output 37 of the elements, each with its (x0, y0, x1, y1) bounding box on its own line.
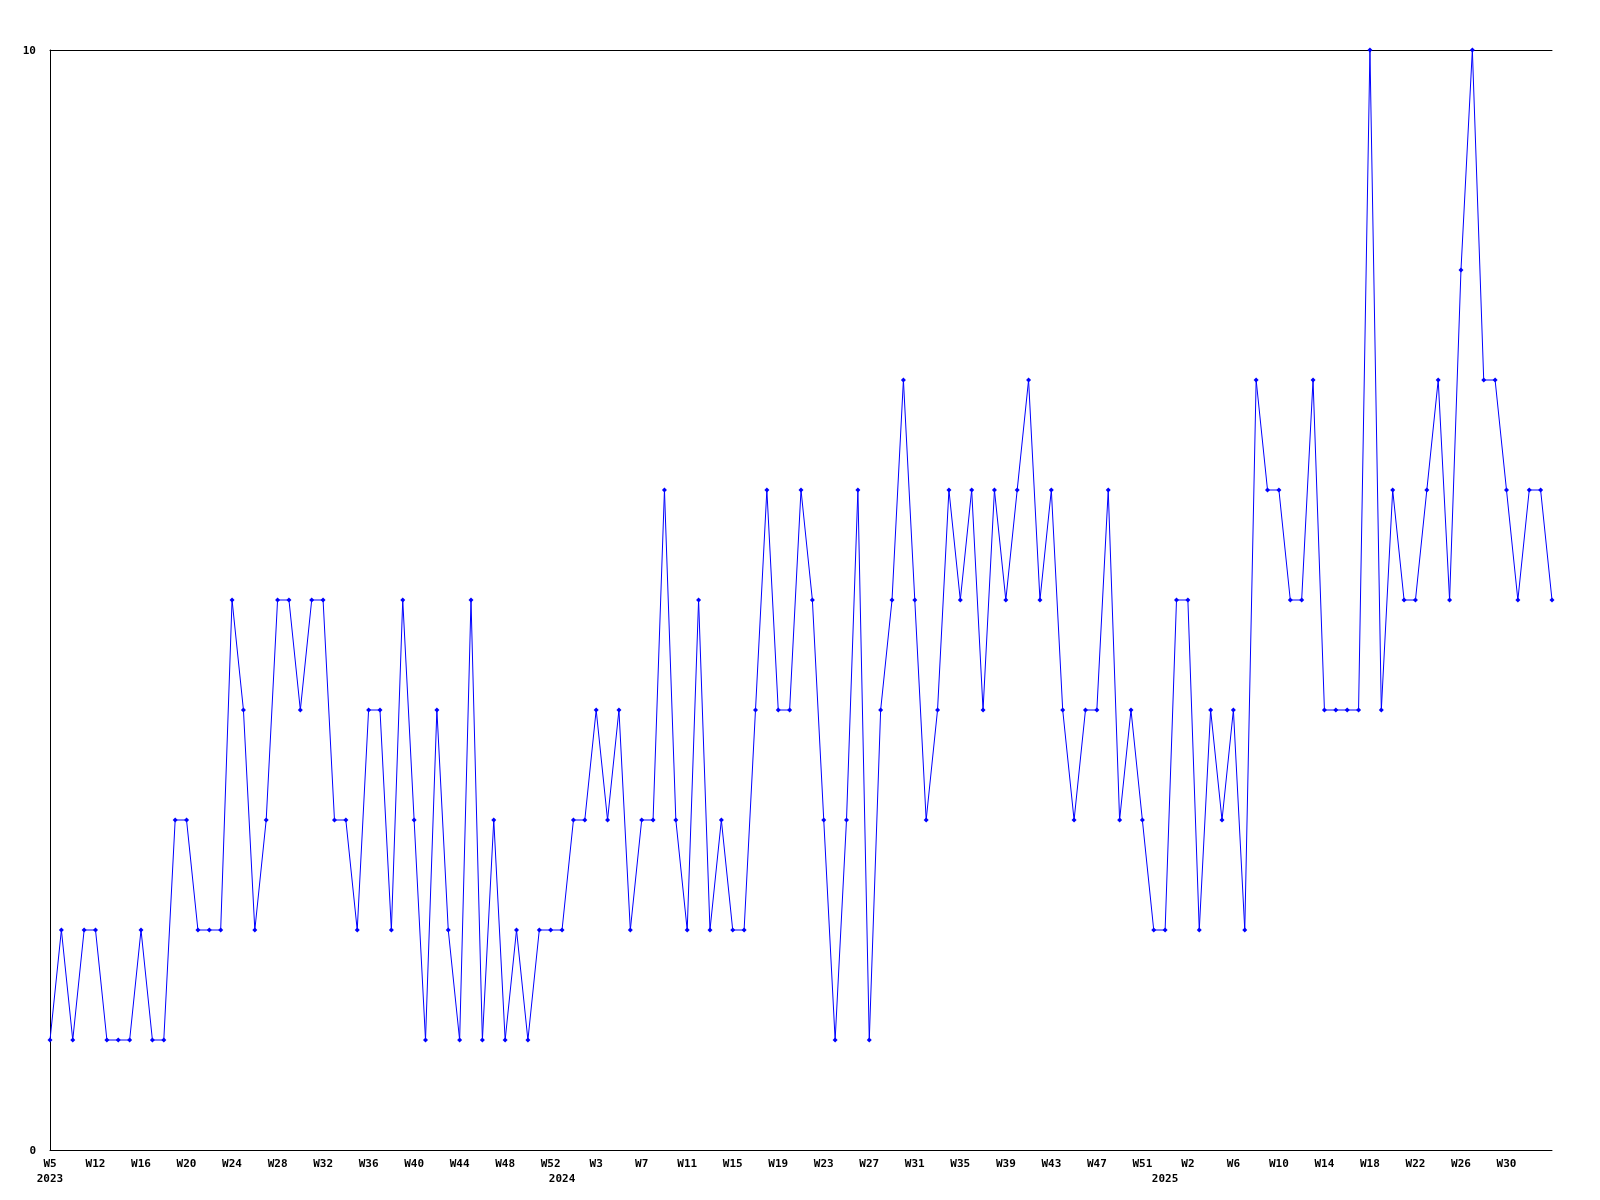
x-tick-label: W47 (1086, 1157, 1107, 1170)
x-tick-label: W23 (813, 1157, 834, 1170)
x-tick-label: W40 (404, 1157, 425, 1170)
x-tick-label: W5 2023 (36, 1157, 64, 1185)
y-tick-label: 0 (29, 1143, 36, 1157)
x-tick-label: W39 (995, 1157, 1016, 1170)
x-tick-label: W26 (1451, 1157, 1472, 1170)
y-tick-label: 10 (22, 43, 36, 57)
x-tick-label: 2024 (548, 1172, 576, 1185)
x-tick-label: W2 (1181, 1157, 1195, 1170)
x-tick-label: W31 (904, 1157, 926, 1170)
x-tick-label: W14 (1314, 1157, 1335, 1170)
x-tick-label: W27 (859, 1157, 880, 1170)
x-tick-label: W30 (1496, 1157, 1517, 1170)
x-tick-label: W15 (722, 1157, 743, 1170)
x-tick-label: W6 (1226, 1157, 1241, 1170)
x-tick-label: W28 (267, 1157, 288, 1170)
x-tick-label: W18 (1360, 1157, 1380, 1170)
x-tick-label: W19 (768, 1157, 789, 1170)
x-tick-label: W7 (635, 1157, 649, 1170)
x-tick-label: W52 (540, 1157, 561, 1170)
x-tick-label: W11 (677, 1157, 698, 1170)
x-tick-label: W12 (85, 1157, 106, 1170)
x-tick-label: W32 (313, 1157, 334, 1170)
x-tick-label: W44 (449, 1157, 470, 1170)
x-tick-label: W24 (222, 1157, 243, 1170)
x-tick-label: 2025 (1151, 1172, 1179, 1185)
x-tick-label: W16 (131, 1157, 152, 1170)
x-tick-label: W10 (1268, 1157, 1289, 1170)
x-tick-label: W51 (1132, 1157, 1153, 1170)
x-tick-label: W48 (495, 1157, 516, 1170)
x-tick-label: W20 (176, 1157, 197, 1170)
x-tick-label: W35 (950, 1157, 971, 1170)
x-tick-label: W36 (358, 1157, 379, 1170)
x-tick-label: W3 (589, 1157, 603, 1170)
x-tick-label: W43 (1041, 1157, 1062, 1170)
x-tick-label: W22 (1405, 1157, 1426, 1170)
